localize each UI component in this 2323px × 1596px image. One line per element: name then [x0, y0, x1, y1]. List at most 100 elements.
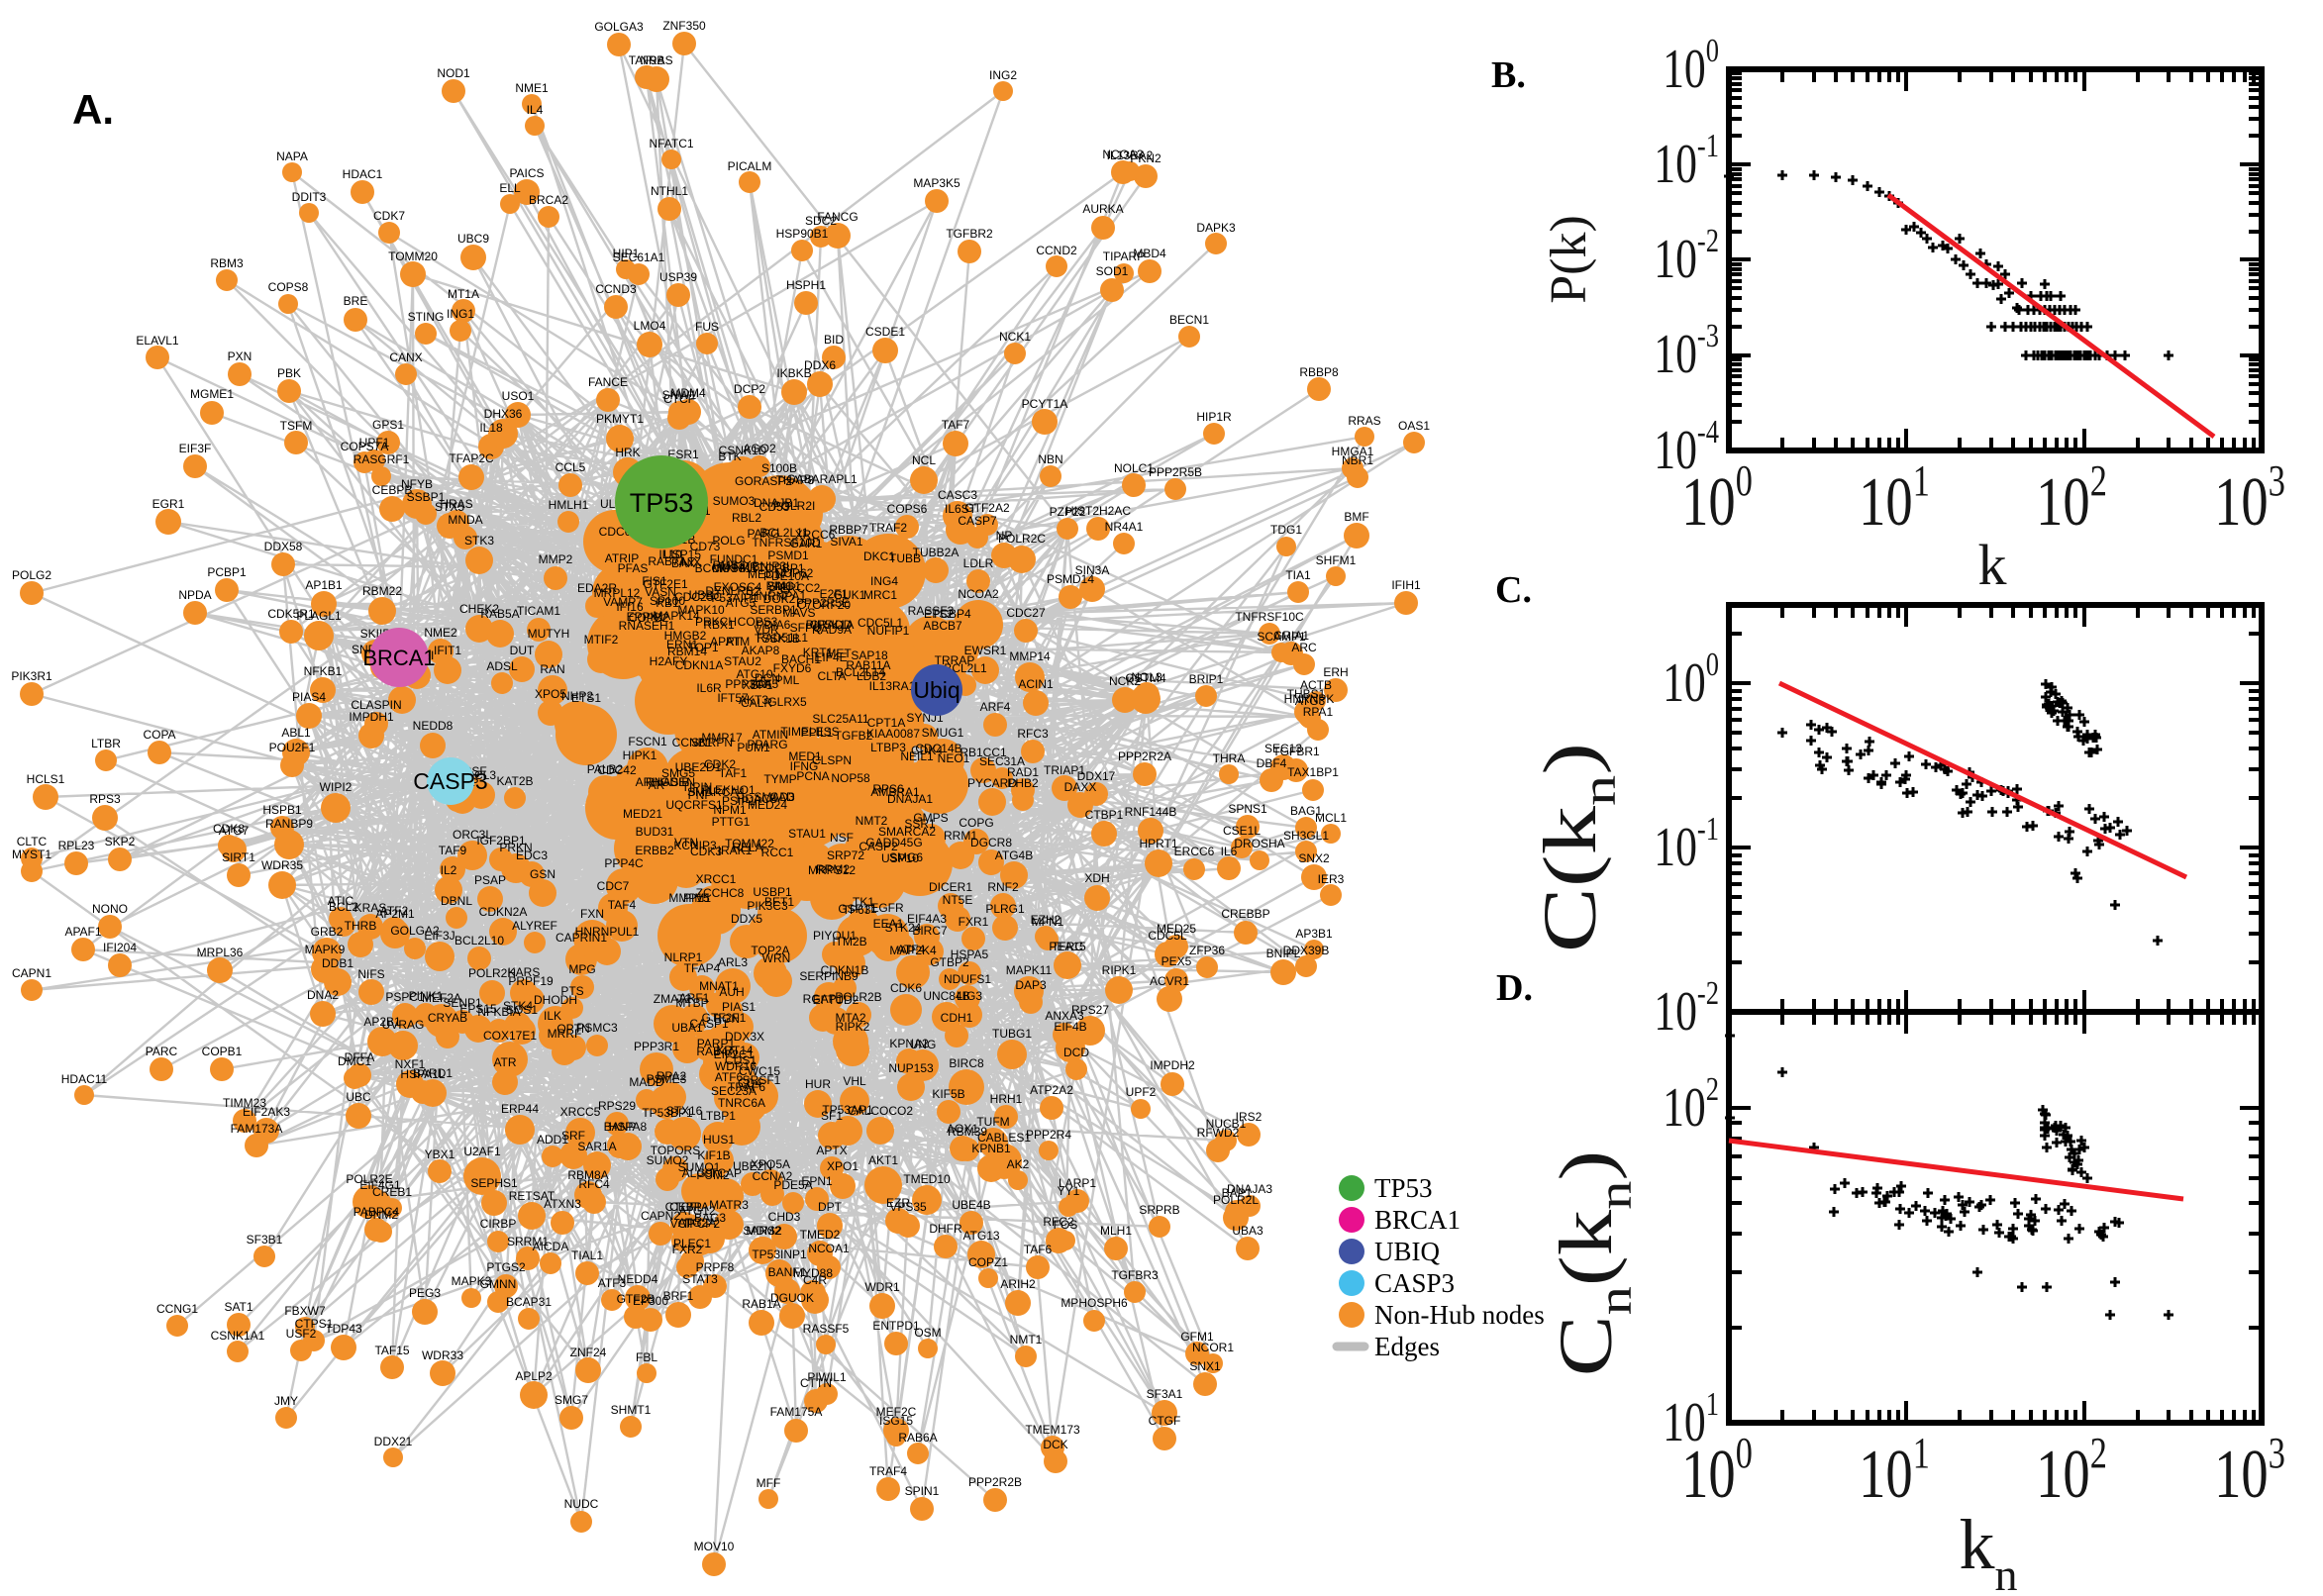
svg-text:BNIP3L: BNIP3L	[752, 559, 793, 573]
svg-text:IFIH1: IFIH1	[1391, 578, 1421, 592]
svg-text:WRN: WRN	[762, 951, 791, 965]
svg-text:RFC3: RFC3	[1017, 727, 1049, 741]
svg-text:RASGRF1: RASGRF1	[354, 452, 410, 466]
svg-text:ATF3: ATF3	[598, 1276, 627, 1290]
svg-text:LIG3: LIG3	[957, 989, 982, 1003]
svg-text:ARF1: ARF1	[679, 991, 710, 1005]
svg-text:CASP2: CASP2	[858, 840, 898, 853]
svg-text:P53AIP1: P53AIP1	[711, 591, 758, 605]
svg-text:UBB: UBB	[689, 588, 714, 602]
svg-text:SMAD3: SMAD3	[754, 790, 795, 804]
svg-text:BECN1: BECN1	[1169, 313, 1209, 327]
svg-text:SMG7: SMG7	[555, 1393, 588, 1407]
svg-text:ALYREF: ALYREF	[512, 919, 557, 933]
svg-text:HUS1: HUS1	[703, 1133, 735, 1147]
svg-text:TMEM173: TMEM173	[1025, 1423, 1080, 1437]
svg-text:CABLES1: CABLES1	[977, 1131, 1031, 1145]
svg-text:CRYAB: CRYAB	[428, 1011, 467, 1025]
svg-text:GOLGA3: GOLGA3	[594, 20, 644, 34]
svg-text:PICALM: PICALM	[728, 159, 772, 173]
svg-text:IL2: IL2	[441, 863, 457, 877]
svg-text:CDC14B: CDC14B	[915, 742, 961, 755]
svg-text:NFYB: NFYB	[401, 477, 433, 491]
svg-text:UPF1: UPF1	[359, 436, 390, 449]
svg-text:ATF4: ATF4	[897, 943, 926, 956]
svg-text:MTIF2: MTIF2	[584, 633, 619, 647]
svg-text:SRPRB: SRPRB	[1139, 1203, 1179, 1217]
svg-text:THRA: THRA	[1213, 751, 1246, 765]
svg-text:HRK: HRK	[615, 446, 640, 459]
svg-text:ZFP36: ZFP36	[1189, 944, 1225, 957]
svg-text:BTK: BTK	[718, 449, 741, 463]
svg-text:MYD88: MYD88	[793, 1266, 833, 1280]
svg-text:FXR1: FXR1	[959, 915, 989, 929]
svg-text:ELAVL1: ELAVL1	[136, 334, 178, 348]
svg-text:MATR3: MATR3	[709, 1198, 749, 1212]
svg-text:STX5: STX5	[435, 500, 464, 514]
svg-text:CCND3: CCND3	[595, 282, 637, 296]
svg-text:CDC7: CDC7	[597, 879, 630, 893]
svg-text:VAMP7: VAMP7	[603, 595, 643, 609]
svg-text:RPL23: RPL23	[58, 839, 95, 852]
svg-text:IFI16: IFI16	[616, 600, 644, 614]
svg-text:TUFM: TUFM	[976, 1115, 1009, 1129]
svg-text:MFF: MFF	[757, 1476, 781, 1490]
svg-text:DDIT3: DDIT3	[292, 190, 327, 204]
svg-text:DHFR: DHFR	[929, 1222, 962, 1236]
svg-text:KIF5B: KIF5B	[932, 1087, 964, 1101]
svg-text:GADD45G: GADD45G	[865, 836, 922, 849]
svg-text:SNW1: SNW1	[662, 388, 697, 402]
svg-text:HDAC1: HDAC1	[343, 167, 383, 181]
svg-text:PCBP4: PCBP4	[932, 607, 971, 621]
svg-text:C7ORF20: C7ORF20	[797, 598, 851, 612]
svg-text:TK1: TK1	[853, 895, 874, 909]
svg-text:POLR2C: POLR2C	[998, 532, 1046, 546]
svg-text:MED21: MED21	[623, 807, 662, 821]
svg-text:ATG7: ATG7	[219, 824, 250, 838]
svg-text:CDKN1A: CDKN1A	[675, 658, 724, 672]
svg-text:RBM39: RBM39	[948, 1125, 987, 1139]
svg-text:SHMT1: SHMT1	[611, 1403, 652, 1417]
svg-text:SMARCA2: SMARCA2	[878, 825, 936, 839]
svg-text:SIN3A: SIN3A	[1075, 563, 1110, 577]
svg-text:NOL3: NOL3	[1131, 670, 1162, 684]
svg-text:PARP1: PARP1	[697, 1037, 736, 1050]
svg-text:ATM: ATM	[726, 635, 750, 648]
svg-text:DDX21: DDX21	[374, 1435, 413, 1448]
svg-text:ATG4B: ATG4B	[995, 848, 1033, 862]
svg-text:TIPARP: TIPARP	[1103, 249, 1145, 263]
svg-text:IL6: IL6	[1221, 845, 1238, 858]
svg-text:MT1A: MT1A	[448, 287, 479, 301]
svg-text:GSPT1: GSPT1	[838, 902, 877, 916]
svg-text:LTBP3: LTBP3	[870, 741, 906, 754]
svg-text:NLRP1: NLRP1	[664, 950, 703, 964]
svg-text:ARC: ARC	[1291, 641, 1317, 654]
svg-text:TIPIN: TIPIN	[682, 780, 713, 794]
svg-text:DPT: DPT	[818, 1200, 843, 1214]
svg-text:LTBP1: LTBP1	[700, 1109, 736, 1123]
svg-text:USP39: USP39	[659, 270, 697, 284]
svg-text:COPG: COPG	[959, 816, 993, 830]
svg-text:10-1: 10-1	[1654, 810, 1719, 877]
svg-text:NME2: NME2	[424, 626, 457, 640]
svg-text:FAM175A: FAM175A	[770, 1405, 823, 1419]
svg-text:MMP17: MMP17	[701, 731, 743, 745]
svg-text:PUM1: PUM1	[737, 741, 770, 754]
svg-text:GSN: GSN	[530, 867, 556, 881]
svg-text:PSPC1: PSPC1	[385, 990, 425, 1004]
svg-text:PPP3R1: PPP3R1	[634, 1040, 679, 1053]
svg-text:PPARG: PPARG	[747, 738, 787, 751]
svg-text:TMED2: TMED2	[800, 1228, 841, 1242]
svg-text:MED17: MED17	[748, 567, 787, 581]
svg-text:COPB2: COPB2	[629, 611, 669, 625]
svg-text:TAF9: TAF9	[439, 844, 467, 857]
svg-text:SARS2: SARS2	[743, 1224, 782, 1238]
svg-text:MAPK9: MAPK9	[305, 943, 346, 956]
svg-text:CTPS1: CTPS1	[295, 1317, 334, 1331]
svg-text:HIP1R: HIP1R	[1196, 410, 1232, 424]
svg-text:FANCG: FANCG	[817, 210, 858, 224]
svg-text:GTF2B: GTF2B	[617, 1292, 656, 1306]
svg-text:TAF6: TAF6	[1024, 1243, 1053, 1256]
svg-text:AURKA: AURKA	[1082, 202, 1123, 216]
svg-text:GLRX5: GLRX5	[767, 695, 807, 709]
